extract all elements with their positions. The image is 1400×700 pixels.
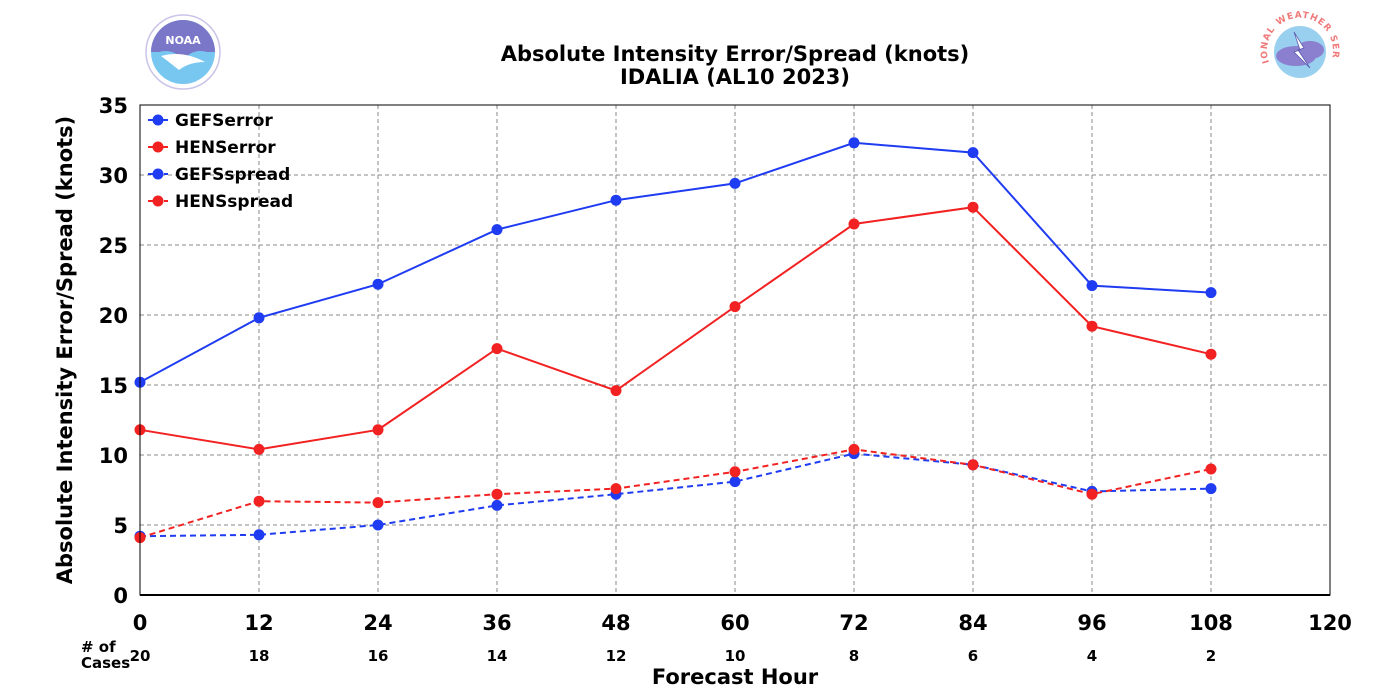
case-count: 12 — [606, 647, 627, 665]
legend-item: HENSspread — [148, 192, 293, 212]
data-point — [253, 529, 265, 541]
y-tick-label: 25 — [99, 234, 128, 258]
data-point — [372, 497, 384, 509]
legend-item: HENSerror — [148, 138, 276, 158]
x-tick-label: 60 — [720, 611, 749, 635]
series-GEFSerror — [134, 137, 1217, 388]
nws-logo: NATIONAL WEATHER SERVICE — [1260, 11, 1339, 89]
data-point — [253, 495, 265, 507]
case-count: 8 — [849, 647, 859, 665]
y-tick-label: 15 — [99, 374, 128, 398]
data-point — [729, 466, 741, 478]
legend-label: GEFSerror — [175, 111, 273, 131]
x-tick-label: 84 — [958, 611, 987, 635]
case-count: 16 — [368, 647, 389, 665]
y-axis-label: Absolute Intensity Error/Spread (knots) — [53, 116, 77, 585]
noaa-logo: NOAA — [145, 14, 221, 90]
data-point — [372, 519, 384, 531]
data-point — [491, 488, 503, 500]
legend-label: HENSerror — [175, 138, 276, 158]
series-HENSspread — [134, 443, 1217, 544]
data-point — [1086, 280, 1098, 292]
series-line — [139, 452, 1212, 538]
series-layer — [134, 137, 1217, 544]
data-point — [967, 147, 979, 159]
legend-swatch-marker — [152, 141, 164, 153]
x-tick-label: 120 — [1308, 611, 1352, 635]
case-count: 6 — [968, 647, 978, 665]
legend-swatch-marker — [152, 168, 164, 180]
x-tick-label: 36 — [482, 611, 511, 635]
case-count: 14 — [487, 647, 508, 665]
x-tick-label: 24 — [363, 611, 392, 635]
y-tick-label: 20 — [99, 304, 128, 328]
y-tick-label: 10 — [99, 444, 128, 468]
data-point — [1086, 488, 1098, 500]
data-point — [729, 476, 741, 488]
data-point — [1205, 287, 1217, 299]
data-point — [1205, 463, 1217, 475]
case-count: 2 — [1206, 647, 1216, 665]
legend-label: HENSspread — [175, 192, 293, 212]
case-count: 10 — [725, 647, 746, 665]
data-point — [848, 218, 860, 230]
data-point — [610, 385, 622, 397]
series-line — [139, 141, 1212, 384]
data-point — [1086, 320, 1098, 332]
x-tick-label: 72 — [839, 611, 868, 635]
data-point — [729, 301, 741, 313]
chart-subtitle: IDALIA (AL10 2023) — [620, 65, 850, 89]
data-point — [848, 443, 860, 455]
data-point — [253, 443, 265, 455]
cases-label-line1: # of — [81, 638, 116, 656]
legend-swatch-marker — [152, 114, 164, 126]
series-line — [139, 448, 1212, 539]
y-tick-label: 0 — [113, 584, 128, 608]
x-ticks: 0 12 24 36 48 60 72 84 96 108 120 — [133, 611, 1352, 635]
x-tick-label: 48 — [601, 611, 630, 635]
y-tick-label: 30 — [99, 164, 128, 188]
data-point — [491, 343, 503, 355]
x-tick-label: 0 — [133, 611, 148, 635]
data-point — [1205, 348, 1217, 360]
case-counts: # of Cases 20 18 16 14 12 10 8 6 4 2 — [81, 638, 1216, 672]
data-point — [848, 137, 860, 149]
series-line — [139, 206, 1212, 451]
data-point — [967, 201, 979, 213]
chart-title: Absolute Intensity Error/Spread (knots) — [501, 42, 970, 66]
x-tick-label: 108 — [1189, 611, 1233, 635]
noaa-logo-text: NOAA — [165, 34, 201, 47]
data-point — [610, 483, 622, 495]
data-point — [729, 177, 741, 189]
x-tick-label: 12 — [244, 611, 273, 635]
data-point — [372, 278, 384, 290]
case-count: 18 — [249, 647, 270, 665]
y-ticks: 0 5 10 15 20 25 30 35 — [99, 94, 128, 608]
legend: GEFSerror HENSerror GEFSspread HENSspread — [148, 111, 293, 212]
case-count: 4 — [1087, 647, 1097, 665]
x-axis-label: Forecast Hour — [652, 665, 819, 689]
cases-label-line2: Cases — [81, 654, 130, 672]
data-point — [253, 312, 265, 324]
y-tick-label: 5 — [113, 514, 128, 538]
data-point — [967, 459, 979, 471]
data-point — [491, 224, 503, 236]
legend-swatch-marker — [152, 195, 164, 207]
y-tick-label: 35 — [99, 94, 128, 118]
data-point — [610, 194, 622, 206]
legend-item: GEFSerror — [148, 111, 273, 131]
data-point — [491, 499, 503, 511]
x-tick-label: 96 — [1077, 611, 1106, 635]
legend-label: GEFSspread — [175, 165, 290, 185]
data-point — [1205, 483, 1217, 495]
legend-item: GEFSspread — [148, 165, 290, 185]
data-point — [372, 424, 384, 436]
case-count: 20 — [130, 647, 151, 665]
series-HENSerror — [134, 201, 1217, 455]
